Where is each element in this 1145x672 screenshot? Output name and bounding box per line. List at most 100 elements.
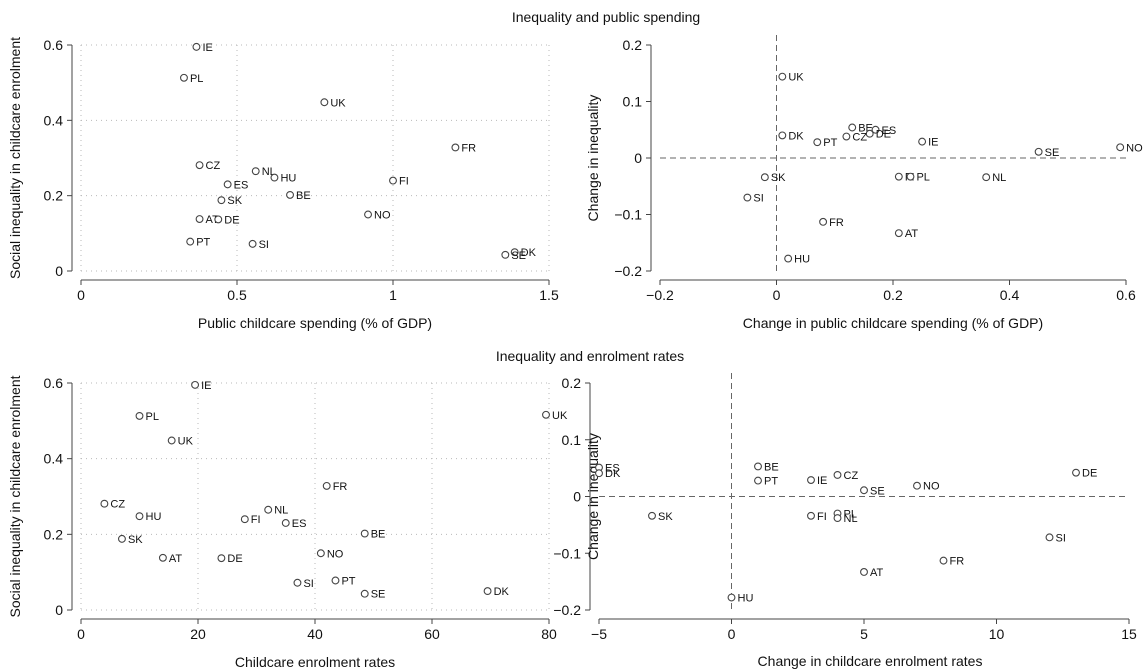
point-label-de: DE	[1082, 468, 1097, 480]
point-label-fi: FI	[251, 514, 261, 526]
y-tick-label: 0.2	[44, 188, 64, 204]
point-label-dk: DK	[788, 130, 804, 142]
x-axis-title: Change in childcare enrolment rates	[758, 653, 983, 669]
point-label-pl: PL	[916, 172, 929, 184]
point-label-dk: DK	[494, 586, 510, 598]
point-label-ie: IE	[817, 475, 827, 487]
x-tick-label: 80	[541, 626, 557, 642]
data-point-fi	[389, 176, 397, 185]
y-tick-label: 0.2	[623, 37, 643, 53]
data-point-ie	[918, 137, 927, 146]
point-label-pt: PT	[341, 575, 355, 587]
section-title-enrolment-rates: Inequality and enrolment rates	[496, 348, 684, 364]
y-axis-title: Change in inequality	[585, 433, 601, 560]
data-point-fr	[939, 556, 948, 565]
point-label-uk: UK	[330, 97, 346, 109]
y-tick-label: 0	[55, 602, 63, 618]
y-axis-title: Social inequality in childcare enrolment	[7, 375, 23, 617]
x-tick-label: 40	[307, 626, 323, 642]
point-label-de: DE	[224, 214, 239, 226]
data-point-fi	[894, 172, 903, 181]
data-point-uk	[778, 72, 787, 81]
point-label-hu: HU	[738, 593, 754, 605]
data-point-es	[223, 180, 232, 189]
data-point-uk	[167, 436, 176, 445]
point-label-se: SE	[371, 589, 386, 601]
y-tick-label: 0	[55, 263, 63, 279]
point-label-de: DE	[227, 553, 242, 565]
data-point-nl	[982, 173, 991, 182]
point-label-hu: HU	[280, 173, 296, 185]
point-label-pl: PL	[146, 411, 159, 423]
data-point-uk	[320, 98, 329, 107]
data-point-sk	[217, 196, 226, 205]
point-label-sk: SK	[227, 195, 242, 207]
point-label-pt: PT	[823, 137, 837, 149]
data-point-at	[860, 568, 868, 576]
x-tick-label: −0.2	[646, 287, 674, 303]
x-axis-title: Public childcare spending (% of GDP)	[198, 315, 432, 331]
y-tick-label: 0.4	[44, 451, 64, 467]
data-point-cz	[842, 132, 851, 141]
point-label-ie: IE	[201, 380, 211, 392]
point-label-pt: PT	[764, 476, 778, 488]
data-point-uk	[542, 410, 550, 419]
chart-enrolment-vs-inequality: 0 20 40 60 80 0 0.2 0.4 0.6 Childcare enrolment r…	[7, 375, 557, 670]
data-point-at	[894, 229, 903, 238]
point-label-es: ES	[292, 518, 307, 530]
data-point-nl	[264, 505, 273, 514]
data-point-cz	[195, 161, 204, 170]
data-point-cz	[833, 470, 842, 479]
y-tick-label: −0.1	[553, 545, 581, 561]
data-point-si	[1045, 533, 1054, 542]
point-label-cz: CZ	[844, 470, 859, 482]
x-tick-label: 0	[77, 287, 85, 303]
point-label-sk: SK	[771, 172, 786, 184]
point-label-es: ES	[234, 179, 249, 191]
x-tick-label: 60	[424, 626, 440, 642]
section-title-public-spending: Inequality and public spending	[512, 9, 700, 25]
x-tick-label: 0.6	[1116, 287, 1136, 303]
data-point-cz	[100, 499, 109, 508]
data-point-de	[1072, 468, 1080, 477]
y-axis-title: Social inequality in childcare enrolment	[7, 37, 23, 279]
data-point-si	[248, 239, 257, 248]
point-label-es: ES	[605, 463, 620, 475]
y-tick-label: −0.1	[614, 207, 642, 223]
point-label-sk: SK	[128, 534, 143, 546]
point-label-pl: PL	[190, 73, 203, 85]
y-tick-label: 0.2	[562, 375, 582, 391]
point-label-hu: HU	[794, 254, 810, 266]
x-tick-label: 0	[728, 626, 736, 642]
data-point-be	[754, 462, 762, 471]
data-point-fr	[819, 217, 828, 226]
point-label-pt: PT	[196, 237, 210, 249]
data-point-hu	[135, 512, 144, 521]
data-point-de	[865, 129, 874, 138]
data-point-no	[913, 481, 921, 490]
point-label-be: BE	[371, 529, 386, 541]
data-point-pl	[180, 73, 188, 82]
data-point-nl	[251, 167, 260, 176]
point-label-at: AT	[870, 567, 884, 579]
point-label-no: NO	[1126, 142, 1143, 154]
y-tick-label: 0.2	[44, 526, 64, 542]
x-tick-label: 1	[389, 287, 397, 303]
point-label-fr: FR	[333, 481, 348, 493]
x-axis-title: Change in public childcare spending (% o…	[743, 315, 1043, 331]
data-point-de	[214, 215, 223, 224]
point-label-be: BE	[296, 190, 311, 202]
data-point-hu	[784, 254, 793, 263]
point-label-be: BE	[764, 461, 779, 473]
data-point-be	[360, 529, 369, 538]
chart-change-spending-vs-change-inequality: −0.2 0 0.2 0.4 0.6 −0.2 −0.1 0 0.1 0.2 Change in p…	[585, 35, 1143, 331]
x-tick-label: 0.4	[1000, 287, 1020, 303]
y-tick-label: 0	[634, 150, 642, 166]
x-tick-label: 20	[190, 626, 206, 642]
data-point-ie	[807, 476, 815, 484]
point-label-si: SI	[259, 239, 269, 251]
y-tick-label: −0.2	[614, 263, 642, 279]
point-label-hu: HU	[146, 511, 162, 523]
point-label-sk: SK	[658, 511, 673, 523]
